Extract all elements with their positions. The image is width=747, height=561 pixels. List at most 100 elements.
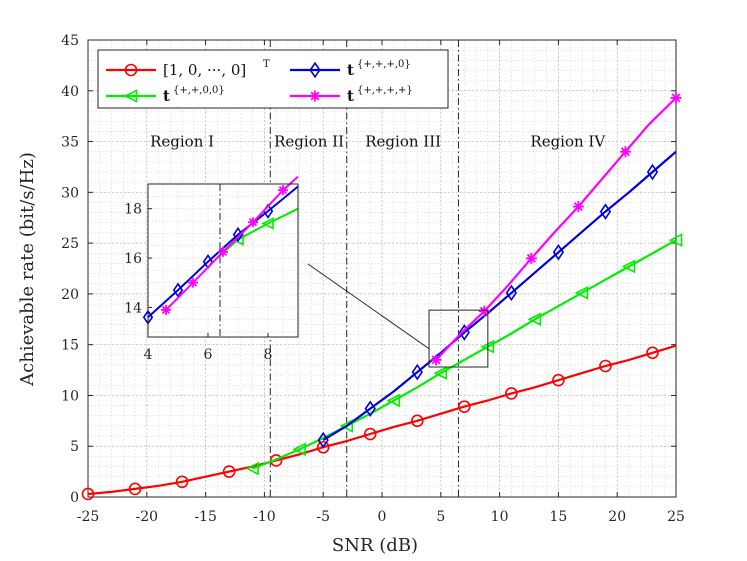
legend-item: t {+,+,0,0}: [106, 85, 225, 105]
series-marker-2: [411, 363, 423, 381]
x-tick-label: 25: [667, 509, 685, 525]
inset-series-marker-2-stroke: [218, 247, 228, 256]
y-tick-label: 30: [61, 185, 79, 201]
series-marker-0: [363, 427, 377, 441]
x-tick-label: -15: [194, 509, 217, 525]
series-marker-2: [552, 243, 565, 261]
series-marker-0: [505, 387, 518, 400]
inset-series-marker-2: [161, 304, 171, 315]
series-marker-1: [433, 366, 448, 380]
x-tick-label: -25: [77, 509, 100, 525]
series-line-2: [322, 150, 677, 442]
x-tick-label: 20: [608, 509, 626, 525]
legend: [1, 0, ···, 0] Tt {+,+,0,0}t {+,+,+,0}t {+,+…: [97, 49, 449, 109]
x-tick-label: -20: [136, 509, 159, 525]
inset-series-marker-2-stroke: [278, 186, 288, 195]
y-tick-label: 0: [70, 490, 79, 506]
y-tick-label: 10: [61, 388, 79, 404]
legend-label-superscript: {+,+,+,+}: [357, 85, 413, 96]
inset-series-line-0: [219, 207, 299, 257]
series-marker-2: [458, 324, 470, 341]
legend-label-superscript: {+,+,+,0}: [357, 59, 411, 70]
series-marker-1: [339, 419, 354, 433]
series-marker-2: [364, 400, 376, 417]
inset-series-marker-1: [232, 226, 244, 243]
series-marker-3-stroke: [573, 202, 583, 212]
series-line-1: [252, 239, 677, 470]
legend-label: t: [347, 87, 354, 105]
x-tick-label: -5: [316, 509, 330, 525]
inset-x-tick-label: 4: [144, 347, 153, 363]
inset-x-tick-label: 8: [264, 347, 273, 363]
x-axis-label: SNR (dB): [332, 535, 418, 556]
legend-marker-stroke: [310, 91, 320, 101]
x-tick-label: 0: [378, 509, 387, 525]
inset-series-marker-0: [261, 217, 274, 230]
legend-label: [1, 0, ···, 0]: [163, 61, 246, 79]
series-marker-0: [81, 487, 95, 501]
x-tick-label: -10: [253, 509, 276, 525]
y-tick-label: 5: [70, 439, 79, 455]
series-marker-0: [175, 475, 189, 489]
y-tick-label: 25: [61, 236, 79, 252]
series-marker-0: [552, 373, 565, 387]
inset-series-marker-2: [278, 185, 288, 196]
x-tick-label: 10: [491, 509, 509, 525]
series-marker-0: [599, 359, 612, 373]
series-marker-0: [128, 482, 142, 496]
legend-label: t: [163, 87, 170, 105]
series-marker-2: [599, 203, 612, 220]
series-marker-3-stroke: [431, 355, 441, 365]
series-line-3: [435, 97, 677, 361]
inset-plot: 4 6 8 14 16 18: [124, 175, 299, 363]
inset-series-marker-2: [188, 277, 198, 288]
series-marker-3: [670, 92, 682, 104]
legend-item: t {+,+,+,0}: [290, 59, 411, 79]
series-marker-3: [430, 354, 442, 366]
legend-box: [97, 49, 449, 109]
inset-y-tick-label: 18: [124, 202, 142, 218]
inset-box: [147, 183, 299, 338]
region-label: Region II: [274, 133, 344, 151]
y-tick-label: 35: [61, 135, 79, 151]
x-tick-label: 15: [549, 509, 567, 525]
legend-label-superscript: T: [263, 59, 270, 70]
region-label: Region IV: [530, 133, 606, 151]
series-marker-1: [574, 286, 589, 300]
legend-marker: [123, 89, 138, 103]
inset-series-marker-2: [248, 217, 258, 228]
series-marker-0: [316, 440, 330, 454]
series-marker-3-stroke: [620, 147, 630, 157]
zoom-connector-line: [307, 263, 430, 350]
legend-marker: [309, 90, 321, 102]
y-tick-label: 15: [61, 338, 79, 354]
region-label: Region I: [150, 133, 214, 151]
series-marker-1: [245, 461, 259, 476]
legend-marker: [309, 61, 321, 79]
inset-series-marker-1: [172, 282, 184, 298]
series-marker-1: [668, 233, 683, 247]
legend-item: [1, 0, ···, 0] T: [106, 59, 270, 79]
y-tick-label: 45: [61, 33, 79, 49]
legend-label-superscript: {+,+,0,0}: [173, 85, 225, 96]
inset-series-marker-2: [218, 246, 228, 257]
series-marker-3-stroke: [526, 253, 536, 263]
y-axis-label: Achievable rate (bit/s/Hz): [17, 152, 38, 387]
series-marker-2: [646, 163, 659, 181]
series-marker-2: [317, 431, 329, 449]
series-marker-3: [478, 305, 490, 317]
series-marker-1: [292, 442, 306, 457]
series-marker-0: [410, 414, 424, 428]
inset-x-tick-label: 6: [204, 347, 213, 363]
series-marker-1: [621, 259, 636, 274]
legend-label: t: [347, 61, 354, 79]
y-tick-label: 40: [61, 84, 79, 100]
series-marker-0: [222, 465, 236, 478]
legend-marker: [124, 63, 138, 77]
inset-series-marker-2-stroke: [188, 278, 198, 287]
x-tick-label: 5: [436, 509, 445, 525]
series-marker-3: [619, 146, 631, 158]
series-marker-1: [386, 393, 401, 408]
series-line-0: [87, 344, 677, 496]
